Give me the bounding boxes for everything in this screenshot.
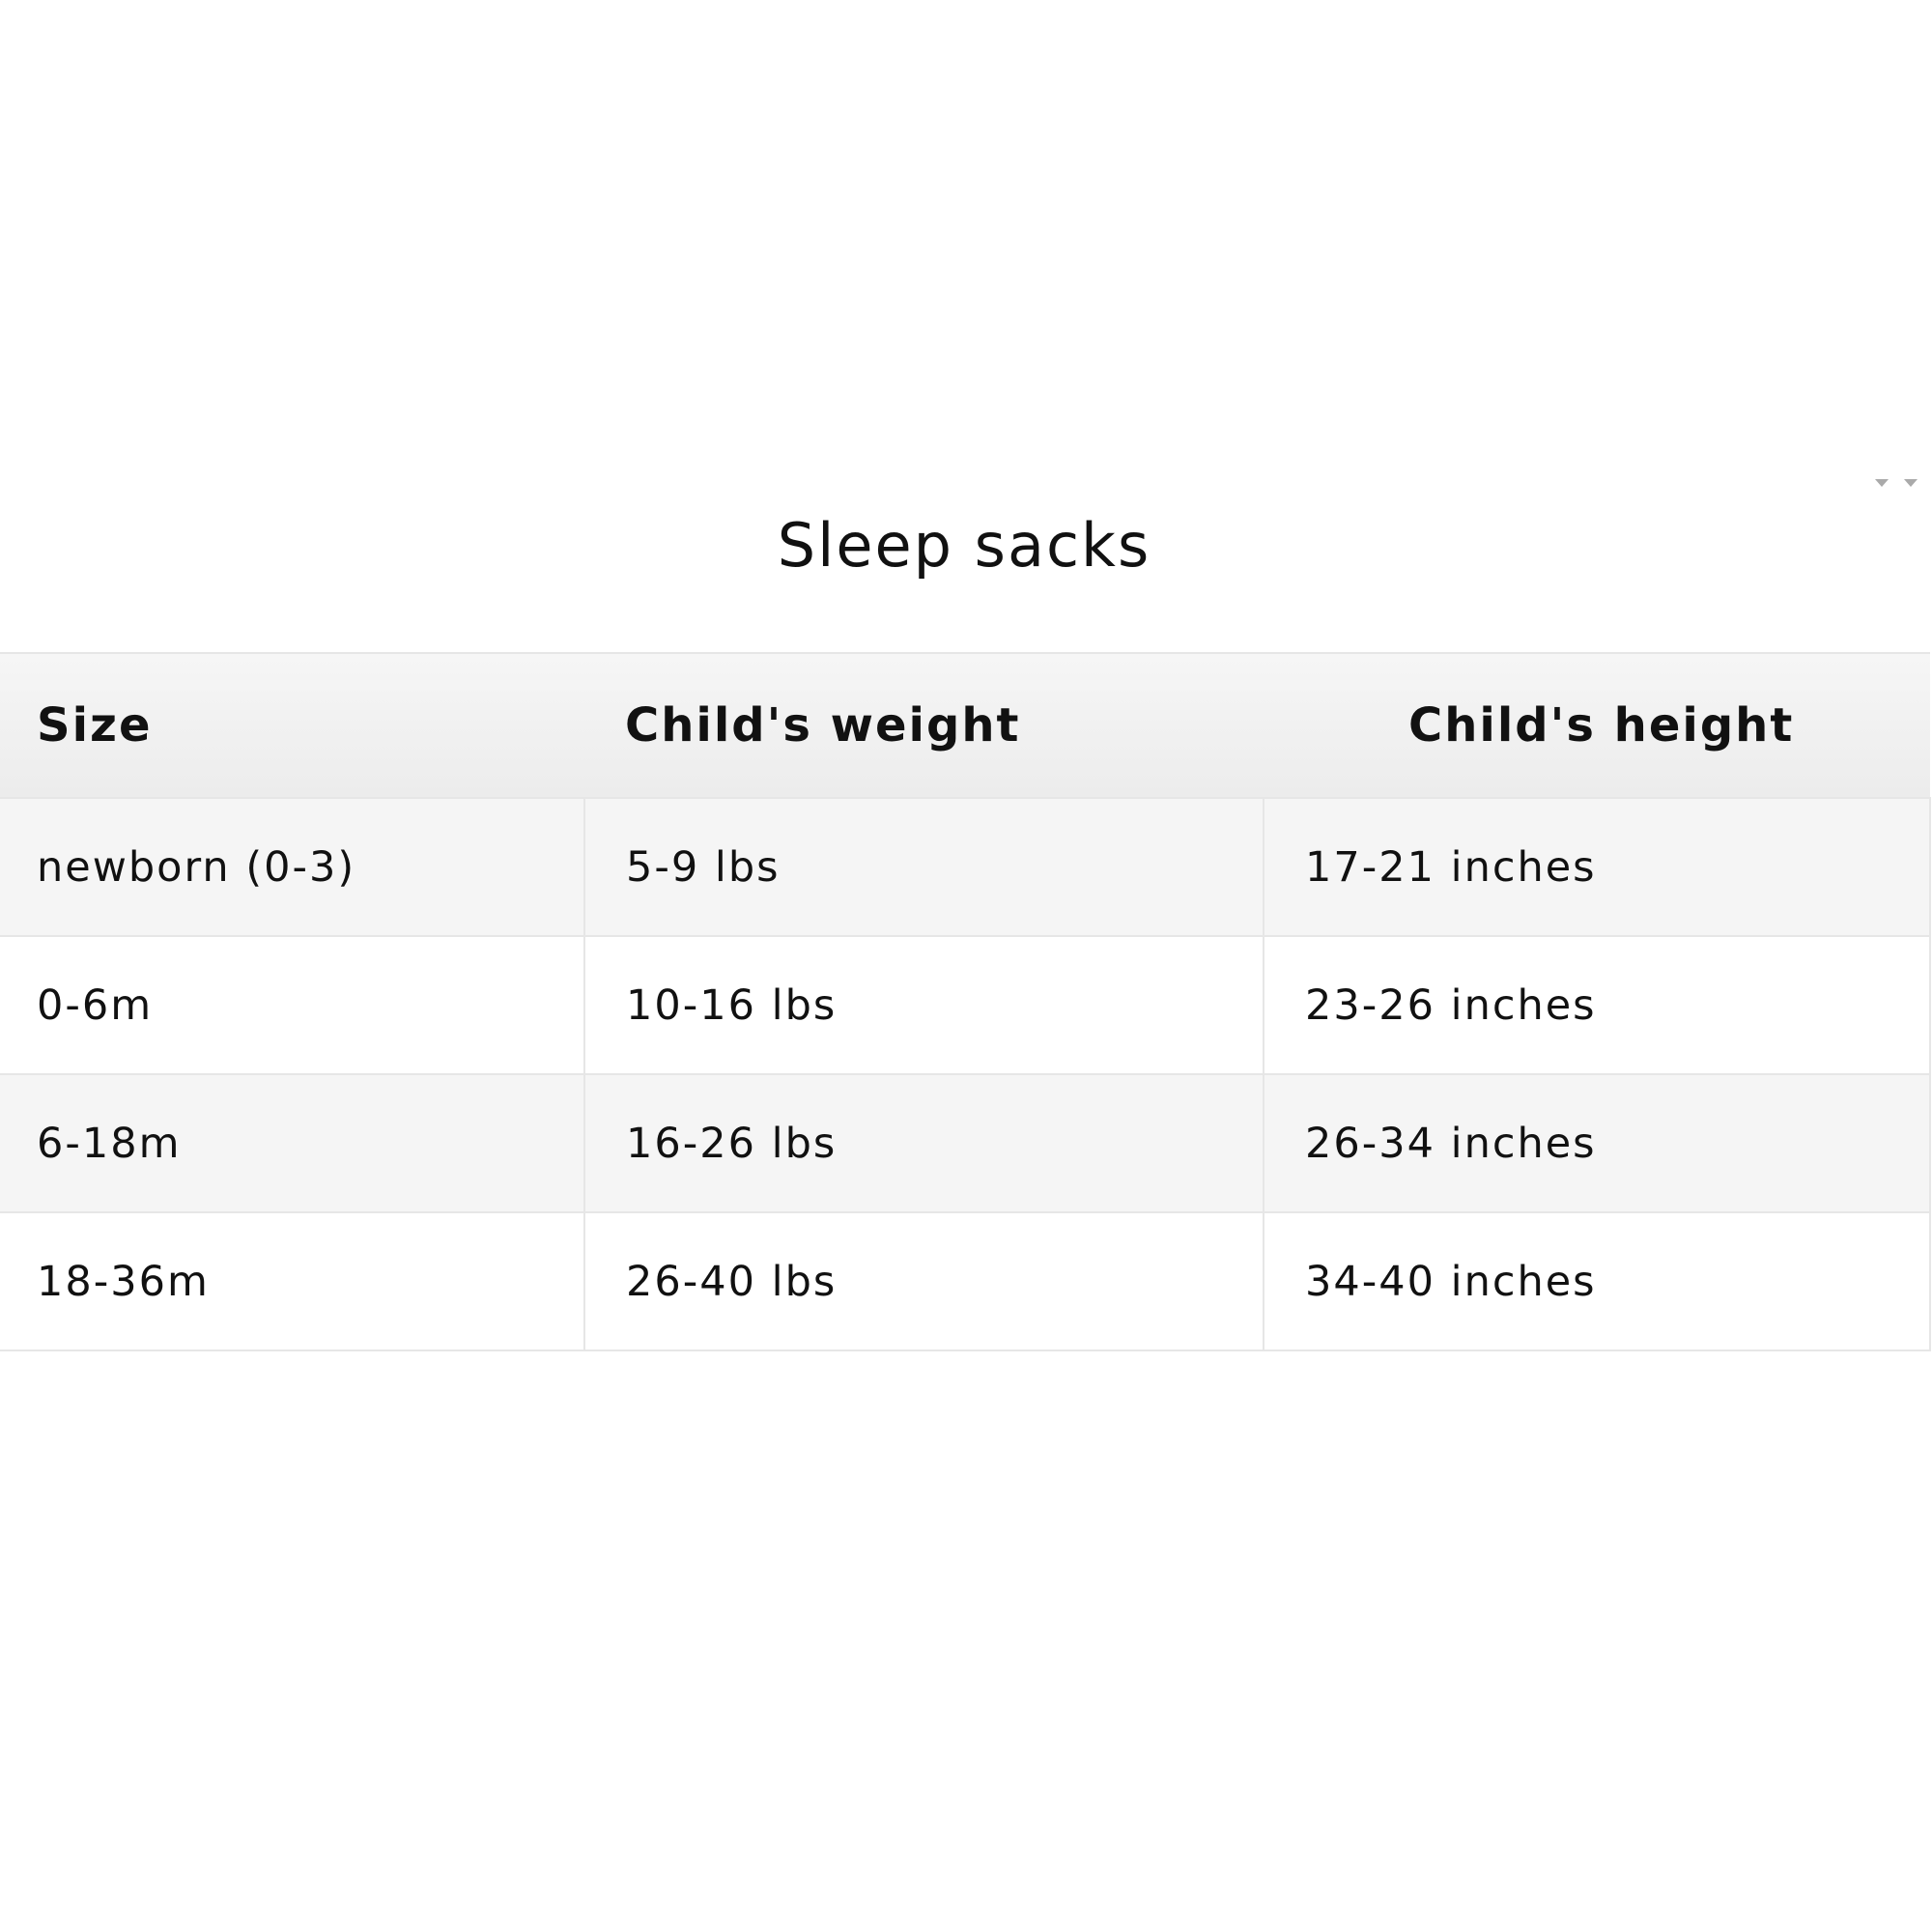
table-row: 0-6m 10-16 lbs 23-26 inches [0,935,1931,1075]
cell-weight: 16-26 lbs [583,1073,1264,1213]
cell-weight: 10-16 lbs [583,935,1264,1075]
header-height: Child's height [1264,652,1930,799]
cell-height: 17-21 inches [1263,797,1931,937]
cell-size: 18-36m [0,1211,585,1351]
header-size: Size [0,652,584,799]
cell-height: 34-40 inches [1263,1211,1931,1351]
page-title: Sleep sacks [777,510,1151,581]
table-row: 6-18m 16-26 lbs 26-34 inches [0,1073,1931,1213]
chevron-down-icon[interactable] [1904,479,1918,487]
cell-size: 6-18m [0,1073,585,1213]
cell-weight: 5-9 lbs [583,797,1264,937]
cell-height: 26-34 inches [1263,1073,1931,1213]
table-row: newborn (0-3) 5-9 lbs 17-21 inches [0,797,1931,937]
cell-size: newborn (0-3) [0,797,585,937]
chevron-down-icon[interactable] [1875,479,1889,487]
table-row: 18-36m 26-40 lbs 34-40 inches [0,1211,1931,1351]
table-header-row: Size Child's weight Child's height [0,652,1930,799]
header-weight: Child's weight [584,652,1264,799]
size-chart-table: Size Child's weight Child's height newbo… [0,652,1931,1351]
cell-weight: 26-40 lbs [583,1211,1264,1351]
cell-size: 0-6m [0,935,585,1075]
cell-height: 23-26 inches [1263,935,1931,1075]
